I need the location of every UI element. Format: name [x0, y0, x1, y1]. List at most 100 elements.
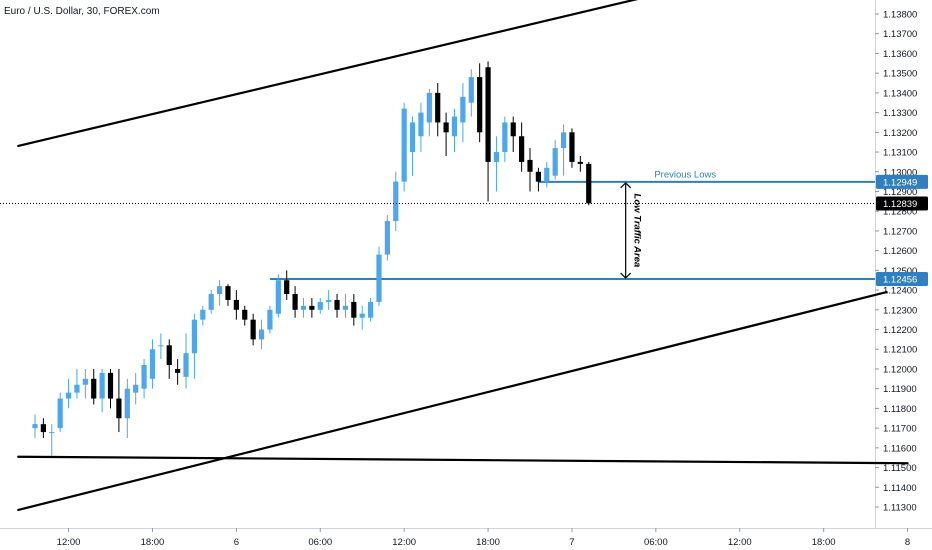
- trendline[interactable]: [17, 0, 660, 148]
- candle[interactable]: [57, 392, 63, 433]
- candle-body: [409, 122, 416, 153]
- candle[interactable]: [65, 378, 72, 409]
- candle[interactable]: [32, 414, 38, 438]
- candle[interactable]: [351, 294, 357, 326]
- candle-body: [216, 286, 223, 295]
- trendline[interactable]: [17, 290, 888, 512]
- candle[interactable]: [426, 88, 432, 137]
- candle[interactable]: [284, 270, 290, 300]
- price-tick-label: 1.13500: [883, 69, 917, 80]
- trendlines[interactable]: [17, 0, 909, 512]
- candle-body: [40, 424, 46, 433]
- candle[interactable]: [309, 297, 315, 318]
- candle[interactable]: [191, 313, 198, 379]
- candle-body: [74, 384, 80, 393]
- candle[interactable]: [535, 167, 541, 192]
- candle[interactable]: [91, 368, 97, 405]
- candle[interactable]: [250, 313, 256, 346]
- candle[interactable]: [342, 294, 349, 318]
- candle[interactable]: [493, 136, 500, 192]
- candle[interactable]: [233, 290, 239, 320]
- level-price-badge: 1.12456: [883, 275, 917, 286]
- candle[interactable]: [116, 368, 122, 433]
- candle[interactable]: [242, 305, 248, 326]
- candle-body: [510, 122, 516, 137]
- price-axis-tick-marks: [875, 13, 879, 508]
- candle[interactable]: [560, 124, 567, 176]
- price-tick-label: 1.13700: [883, 29, 917, 40]
- candle[interactable]: [384, 215, 390, 261]
- candle-body: [418, 112, 424, 137]
- candle-body: [32, 424, 38, 429]
- candle-body: [527, 159, 533, 172]
- candle[interactable]: [208, 290, 214, 314]
- candle[interactable]: [418, 102, 424, 153]
- candle[interactable]: [317, 297, 323, 314]
- candle[interactable]: [519, 122, 525, 172]
- candle[interactable]: [74, 368, 80, 399]
- price-axis-badges: 1.12949 1.12456 1.12839: [876, 174, 928, 287]
- candle-body: [284, 280, 290, 295]
- candle[interactable]: [502, 116, 508, 162]
- candle[interactable]: [300, 297, 307, 318]
- candle[interactable]: [149, 339, 156, 389]
- candle[interactable]: [460, 83, 466, 143]
- candle[interactable]: [49, 424, 55, 456]
- candle[interactable]: [435, 83, 441, 137]
- candle[interactable]: [393, 171, 399, 231]
- candle[interactable]: [376, 246, 382, 306]
- candle[interactable]: [107, 368, 114, 409]
- candle[interactable]: [141, 359, 147, 399]
- candle-body: [225, 286, 231, 300]
- candle[interactable]: [334, 294, 340, 318]
- candle[interactable]: [225, 284, 231, 306]
- trendline[interactable]: [17, 455, 909, 465]
- candle[interactable]: [326, 290, 332, 310]
- candle[interactable]: [40, 418, 46, 438]
- candle[interactable]: [175, 359, 181, 385]
- candle[interactable]: [267, 305, 273, 334]
- candle[interactable]: [359, 305, 365, 330]
- candle[interactable]: [368, 297, 374, 322]
- price-tick-label: 1.12800: [883, 207, 917, 218]
- price-tick-label: 1.11300: [883, 503, 917, 514]
- candle[interactable]: [258, 319, 265, 350]
- candle[interactable]: [569, 128, 575, 168]
- candle[interactable]: [82, 368, 88, 399]
- candle[interactable]: [468, 69, 474, 117]
- low-traffic-area-label[interactable]: Low Traffic Area: [632, 194, 643, 268]
- annotations[interactable]: Previous Lows Low Traffic Area: [620, 170, 717, 279]
- candle-body: [401, 108, 407, 182]
- candle[interactable]: [443, 112, 449, 156]
- candle[interactable]: [577, 155, 583, 172]
- candlestick-series[interactable]: [32, 61, 592, 456]
- candle[interactable]: [216, 280, 223, 306]
- horizontal-levels[interactable]: [269, 180, 875, 281]
- candle[interactable]: [401, 102, 407, 192]
- candle[interactable]: [586, 161, 592, 206]
- candle[interactable]: [485, 61, 491, 202]
- candle-body: [502, 122, 508, 153]
- candle[interactable]: [200, 305, 206, 326]
- candle[interactable]: [544, 161, 550, 188]
- candle[interactable]: [275, 274, 281, 318]
- candle[interactable]: [552, 140, 558, 180]
- candle[interactable]: [510, 116, 516, 153]
- low-traffic-range-arrow[interactable]: [620, 181, 632, 279]
- candle[interactable]: [124, 378, 130, 438]
- candle[interactable]: [133, 372, 139, 405]
- candle[interactable]: [527, 148, 533, 192]
- candle[interactable]: [183, 333, 189, 389]
- time-axis-labels[interactable]: 12:00 18:00 6 06:00 12:00 18:00 7 06:00 12:00 18:…: [57, 537, 911, 548]
- candle[interactable]: [477, 63, 483, 143]
- candle[interactable]: [409, 116, 416, 176]
- candle[interactable]: [292, 286, 298, 318]
- candle[interactable]: [166, 339, 172, 379]
- candle[interactable]: [451, 108, 458, 153]
- price-axis-labels[interactable]: 1.13800 1.13700 1.13600 1.13500 1.13400 1.133…: [883, 10, 917, 514]
- candle[interactable]: [158, 333, 164, 360]
- candle[interactable]: [99, 368, 105, 413]
- candle-body: [544, 167, 550, 182]
- previous-lows-label[interactable]: Previous Lows: [654, 170, 716, 181]
